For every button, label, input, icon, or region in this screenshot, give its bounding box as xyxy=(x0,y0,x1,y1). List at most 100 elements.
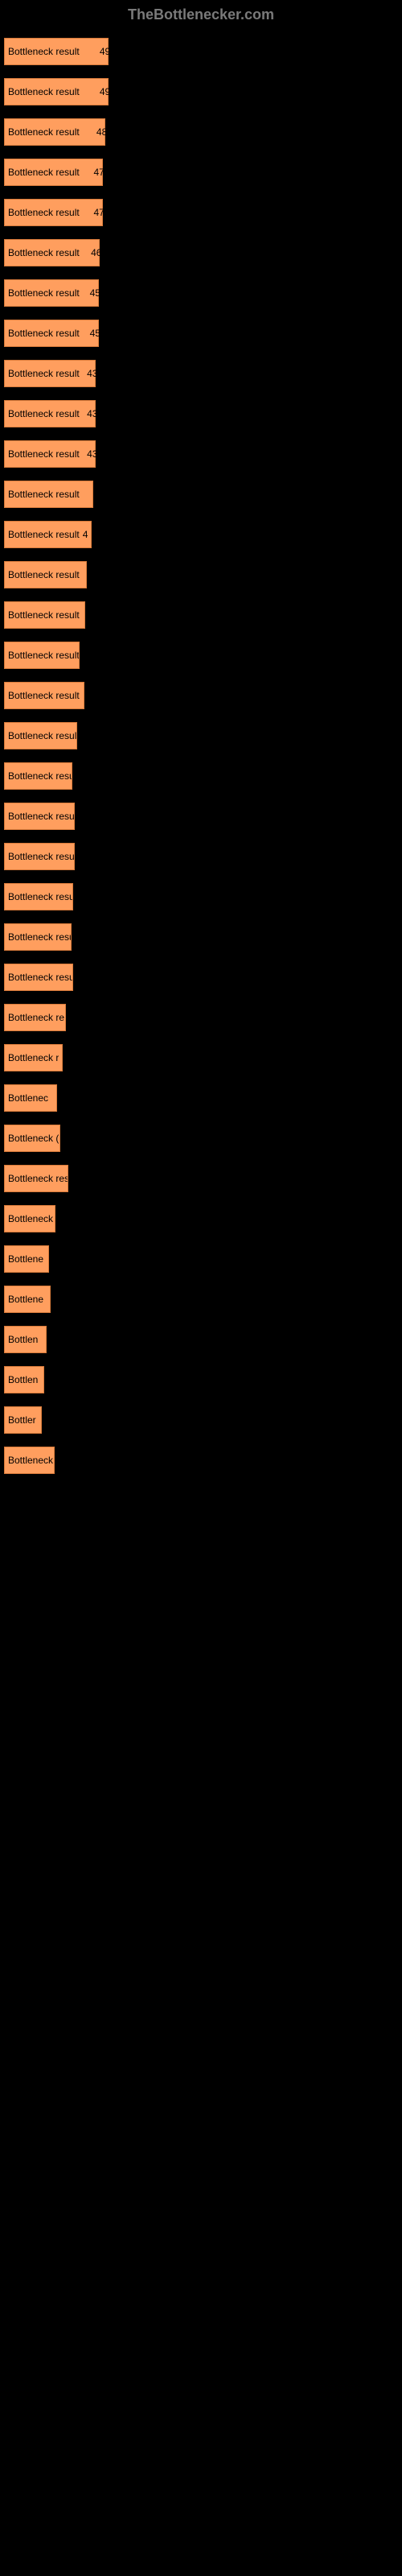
bar-series-label xyxy=(4,1194,398,1205)
bottleneck-bar[interactable]: Bottleneck xyxy=(4,1447,55,1474)
bar-group: Bottleneck result xyxy=(4,952,398,991)
bar-series-label xyxy=(4,1435,398,1447)
bar-series-label xyxy=(4,389,398,400)
bottleneck-bar[interactable]: Bottleneck result47 xyxy=(4,159,103,186)
bottleneck-bar[interactable]: Bottleneck result xyxy=(4,883,73,910)
bar-text: Bottleneck result xyxy=(5,609,80,621)
bar-text: Bottleneck result xyxy=(5,811,74,822)
bottleneck-bar[interactable]: Bottleneck re xyxy=(4,1004,66,1031)
bar-value: 45 xyxy=(90,287,114,299)
bottleneck-bar[interactable]: Bottleneck res xyxy=(4,1165,68,1192)
bar-group: Bottleneck result47 xyxy=(4,147,398,186)
bottleneck-bar[interactable]: Bottlenec xyxy=(4,1084,57,1112)
site-header: TheBottlenecker.com xyxy=(0,0,402,27)
bottleneck-bar[interactable]: Bottleneck result45 xyxy=(4,279,99,307)
bar-series-label xyxy=(4,308,398,320)
bottleneck-bar[interactable]: Bottleneck result49 xyxy=(4,38,109,65)
bar-series-label xyxy=(4,1154,398,1165)
bar-text: Bottleneck result xyxy=(5,730,76,741)
bar-text: Bottleneck result xyxy=(5,287,80,299)
bottleneck-bar[interactable]: Bottlene xyxy=(4,1286,51,1313)
bar-value: 43 xyxy=(87,408,111,419)
bar-group: Bottlene xyxy=(4,1274,398,1313)
bar-text: Bottleneck result xyxy=(5,448,80,460)
bar-group: Bottleneck result xyxy=(4,630,398,669)
bar-value: 43 xyxy=(87,368,111,379)
bottleneck-bar[interactable]: Bottleneck result43 xyxy=(4,440,96,468)
bar-series-label xyxy=(4,993,398,1004)
bar-text: Bottleneck result xyxy=(5,46,80,57)
bar-series-label xyxy=(4,751,398,762)
bar-series-label xyxy=(4,510,398,521)
bar-text: Bottleneck result xyxy=(5,650,79,661)
bottleneck-bar[interactable]: Bottlene xyxy=(4,1245,49,1273)
bottleneck-bar[interactable]: Bottleneck result xyxy=(4,561,87,588)
bottleneck-bar[interactable]: Bottleneck result4 xyxy=(4,521,92,548)
bar-series-label xyxy=(4,912,398,923)
bar-group: Bottleneck result xyxy=(4,751,398,790)
bottleneck-bar[interactable]: Bottleneck result48 xyxy=(4,118,105,146)
bottleneck-bar[interactable]: Bottleneck result xyxy=(4,762,72,790)
bar-group: Bottleneck result xyxy=(4,791,398,830)
bottleneck-bar[interactable]: Bottleneck result xyxy=(4,722,77,749)
bar-series-label xyxy=(4,268,398,279)
bar-value: 47 xyxy=(94,207,118,218)
bottleneck-bar[interactable]: Bottleneck result xyxy=(4,481,93,508)
bottleneck-bar[interactable]: Bottleneck result xyxy=(4,682,84,709)
bottleneck-chart: Bottleneck result49Bottleneck result49Bo… xyxy=(0,27,402,1474)
bar-value: 43 xyxy=(87,448,111,460)
bottleneck-bar[interactable]: Bottleneck result46 xyxy=(4,239,100,266)
bar-text: Bottlene xyxy=(5,1253,43,1265)
bar-text: Bottleneck xyxy=(5,1213,53,1224)
bar-group: Bottlen xyxy=(4,1355,398,1393)
bar-series-label xyxy=(4,671,398,682)
bar-text: Bottleneck res xyxy=(5,1173,68,1184)
bar-group: Bottleneck result 43 xyxy=(4,389,398,427)
bar-series-label xyxy=(4,872,398,883)
bar-text: Bottleneck result xyxy=(5,972,72,983)
bar-series-label xyxy=(4,1234,398,1245)
bar-group: Bottleneck result47 xyxy=(4,188,398,226)
bar-series-label xyxy=(4,67,398,78)
bottleneck-bar[interactable]: Bottleneck result xyxy=(4,642,80,669)
bottleneck-bar[interactable]: Bottleneck result43 xyxy=(4,360,96,387)
bar-group: Bottlene xyxy=(4,1234,398,1273)
bar-value: 4 xyxy=(83,529,107,540)
bar-series-label xyxy=(4,630,398,642)
bar-text: Bottleneck result xyxy=(5,569,80,580)
bar-series-label xyxy=(4,952,398,964)
bottleneck-bar[interactable]: Bottler xyxy=(4,1406,42,1434)
bar-group: Bottleneck xyxy=(4,1194,398,1232)
bottleneck-bar[interactable]: Bottleneck r xyxy=(4,1044,63,1071)
bar-series-label xyxy=(4,188,398,199)
bar-series-label xyxy=(4,1274,398,1286)
bar-text: Bottleneck result xyxy=(5,489,80,500)
bar-series-label xyxy=(4,147,398,159)
bar-value: 45 xyxy=(90,328,114,339)
bar-value: 47 xyxy=(94,167,118,178)
bar-group: Bottlenec xyxy=(4,1073,398,1112)
bar-group: Bottleneck result 45 xyxy=(4,268,398,307)
bar-series-label xyxy=(4,469,398,481)
bottleneck-bar[interactable]: Bottleneck result45 xyxy=(4,320,99,347)
bar-series-label xyxy=(4,791,398,803)
bar-series-label xyxy=(4,1073,398,1084)
bottleneck-bar[interactable]: Bottleneck result xyxy=(4,964,73,991)
bottleneck-bar[interactable]: Bottlen xyxy=(4,1366,44,1393)
bottleneck-bar[interactable]: Bottleneck result xyxy=(4,843,75,870)
bar-text: Bottlenec xyxy=(5,1092,48,1104)
bottleneck-bar[interactable]: Bottleneck result47 xyxy=(4,199,103,226)
bottleneck-bar[interactable]: Bottleneck result49 xyxy=(4,78,109,105)
bottleneck-bar[interactable]: Bottleneck ( xyxy=(4,1125,60,1152)
bar-group: Bottleneck result49 xyxy=(4,67,398,105)
axis-label xyxy=(0,1476,402,1484)
bottleneck-bar[interactable]: Bottlen xyxy=(4,1326,47,1353)
bottleneck-bar[interactable]: Bottleneck result xyxy=(4,923,72,951)
bottleneck-bar[interactable]: Bottleneck result xyxy=(4,601,85,629)
bottleneck-bar[interactable]: Bottleneck result xyxy=(4,803,75,830)
bar-text: Bottleneck result xyxy=(5,408,80,419)
bar-text: Bottleneck result xyxy=(5,529,80,540)
bottleneck-bar[interactable]: Bottleneck result43 xyxy=(4,400,96,427)
bar-group: Bottlen xyxy=(4,1315,398,1353)
bottleneck-bar[interactable]: Bottleneck xyxy=(4,1205,55,1232)
